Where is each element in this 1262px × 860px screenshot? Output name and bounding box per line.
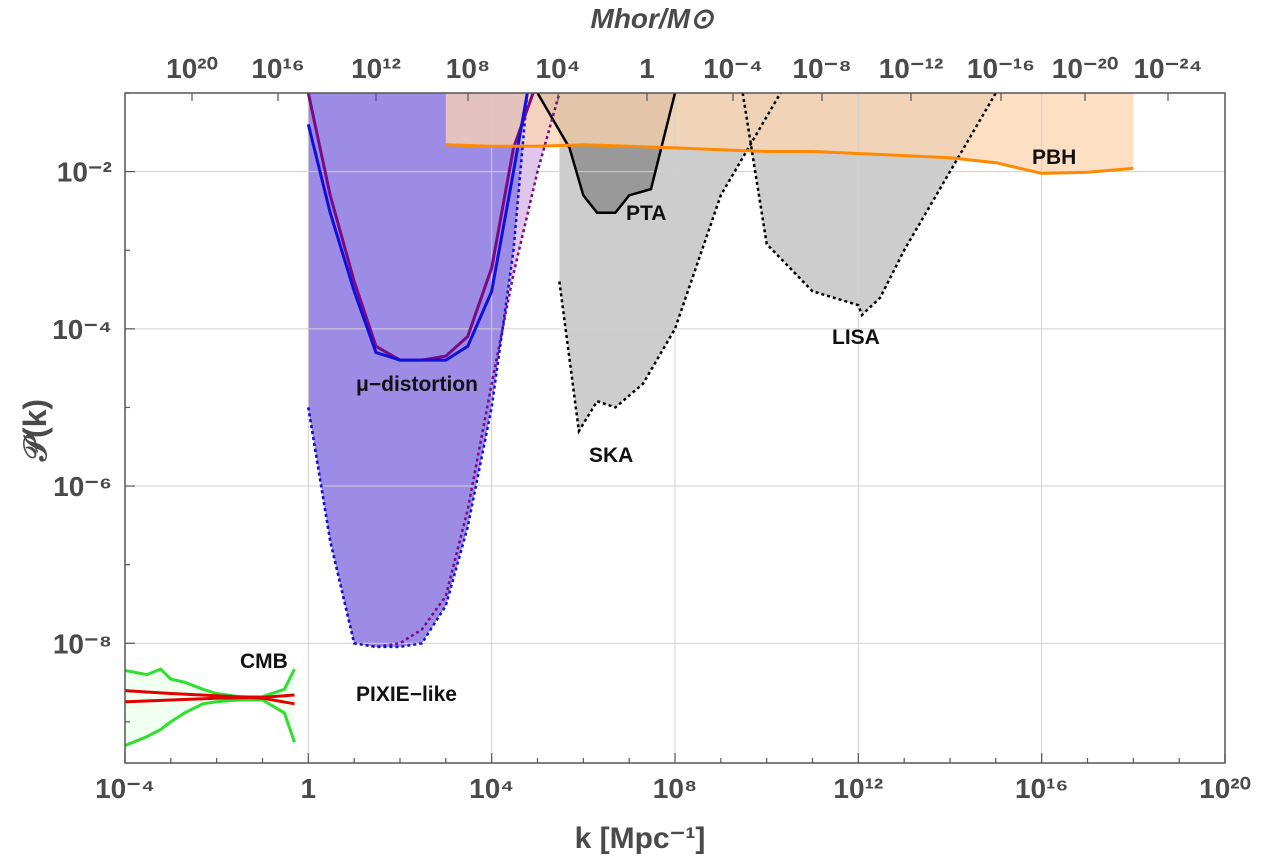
x-axis-title: k [Mpc⁻¹] — [575, 822, 706, 855]
top-tick-label: 10¹⁶ — [251, 53, 304, 84]
top-tick-label: 10⁸ — [446, 53, 490, 84]
top-tick-label: 1 — [639, 53, 655, 84]
label-cmb: CMB — [240, 650, 288, 673]
cmb-red-lower-curve — [124, 693, 295, 704]
top-tick-label: 10⁻⁴ — [703, 53, 763, 84]
x-tick-label: 10⁸ — [653, 773, 697, 804]
label-pta: PTA — [626, 202, 666, 225]
label-mu-distortion: μ−distortion — [356, 373, 478, 396]
x-tick-label: 1 — [301, 773, 317, 804]
top-axis-title: Mhor/M⊙ — [591, 3, 716, 34]
cmb-green-upper-curve — [124, 667, 296, 699]
x-tick-label: 10²⁰ — [1199, 773, 1251, 804]
pixie-blue-curve — [307, 92, 529, 649]
y-axis-title: 𝒫(k) — [17, 399, 53, 462]
x-tick-label: 10¹² — [833, 773, 883, 804]
y-tick-label: 10⁻⁶ — [53, 471, 112, 502]
x-tick-label: 10¹⁶ — [1015, 773, 1068, 804]
lisa-curve — [741, 92, 997, 318]
top-tick-label: 10⁻¹² — [879, 53, 944, 84]
pbh-region — [445, 93, 1134, 174]
cmb-green-lower-curve — [124, 698, 296, 747]
y-tick-label: 10⁻² — [57, 157, 112, 188]
top-tick-label: 10⁻⁸ — [792, 53, 851, 84]
top-tick-label: 10⁻²⁴ — [1133, 53, 1202, 84]
label-pixie-like: PIXIE−like — [356, 683, 457, 706]
top-tick-label: 10¹² — [351, 53, 401, 84]
top-tick-label: 10⁻²⁰ — [1052, 53, 1118, 84]
y-tick-label: 10⁻⁴ — [52, 314, 112, 345]
top-tick-label: 10⁴ — [536, 53, 581, 84]
ska-curve — [558, 92, 782, 435]
top-tick-label: 10⁻¹⁶ — [967, 53, 1035, 84]
top-tick-label: 10²⁰ — [166, 53, 218, 84]
y-tick-label: 10⁻⁸ — [53, 628, 112, 659]
label-lisa: LISA — [832, 326, 880, 349]
cmb-red-upper-curve — [124, 689, 295, 706]
pixie-blue-region — [308, 93, 528, 647]
pta-curve — [536, 92, 677, 214]
mu-blue-curve — [306, 92, 529, 362]
x-tick-label: 10⁴ — [469, 773, 514, 804]
x-tick-label: 10⁻⁴ — [95, 773, 155, 804]
series-lines — [124, 92, 1134, 747]
pbh-curve — [445, 143, 1134, 175]
cmb-band — [125, 669, 295, 746]
label-pbh: PBH — [1032, 146, 1076, 169]
label-ska: SKA — [589, 444, 633, 467]
axis-ticks: 10⁻⁴ 1 10⁴ 10⁸ 10¹² 10¹⁶ 10²⁰ 10⁻⁸ 10⁻⁶ 10⁻⁴ 10⁻² 1… — [52, 53, 1251, 804]
